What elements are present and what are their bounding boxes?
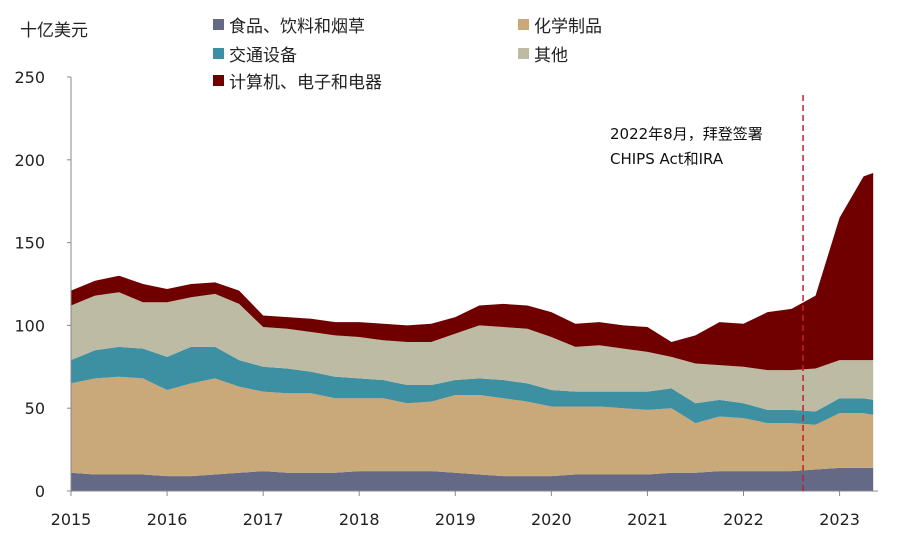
stacked-areas — [71, 173, 874, 491]
legend-swatch-computers — [213, 75, 224, 86]
y-tick-label: 200 — [14, 151, 45, 170]
legend-item-other: 其他 — [518, 41, 568, 66]
area-series-0 — [71, 467, 874, 491]
x-tick-label: 2021 — [627, 510, 668, 529]
legend-item-food: 食品、饮料和烟草 — [213, 12, 365, 37]
x-tick-label: 2023 — [819, 510, 860, 529]
y-tick-label: 250 — [14, 68, 45, 87]
legend-item-chemicals: 化学制品 — [518, 12, 602, 37]
legend-swatch-transport — [213, 48, 224, 59]
area-series-2 — [71, 346, 874, 425]
area-series-4 — [71, 173, 874, 371]
legend-label-computers: 计算机、电子和电器 — [229, 73, 382, 93]
x-tick-label: 2022 — [723, 510, 764, 529]
annotation-text: 2022年8月，拜登签署 CHIPS Act和IRA — [610, 122, 763, 172]
area-series-1 — [71, 376, 874, 477]
x-axis-ticks: 2015 2016 2017 2018 2019 2020 2021 2022 2023 — [51, 491, 860, 529]
y-axis-unit-label: 十亿美元 — [20, 21, 88, 41]
y-tick-label: 0 — [35, 482, 45, 501]
legend-swatch-food — [213, 19, 224, 30]
x-tick-label: 2019 — [435, 510, 476, 529]
legend-label-transport: 交通设备 — [229, 46, 297, 66]
y-tick-label: 100 — [14, 316, 45, 335]
legend-swatch-chemicals — [518, 19, 529, 30]
legend-label-chemicals: 化学制品 — [534, 17, 602, 37]
area-series-3 — [71, 292, 874, 412]
x-tick-label: 2020 — [531, 510, 572, 529]
y-tick-label: 50 — [25, 399, 45, 418]
x-tick-label: 2016 — [147, 510, 188, 529]
y-tick-label: 150 — [14, 234, 45, 253]
legend-item-computers: 计算机、电子和电器 — [213, 68, 382, 93]
annotation-line-1: 2022年8月，拜登签署 — [610, 125, 763, 143]
x-tick-label: 2015 — [51, 510, 92, 529]
legend-label-other: 其他 — [534, 46, 568, 66]
x-tick-label: 2018 — [339, 510, 380, 529]
x-tick-label: 2017 — [243, 510, 284, 529]
legend-label-food: 食品、饮料和烟草 — [229, 17, 365, 37]
legend-item-transport: 交通设备 — [213, 41, 297, 66]
y-axis-ticks: 0 50 100 150 200 250 — [14, 68, 71, 501]
legend-swatch-other — [518, 48, 529, 59]
annotation-line-2: CHIPS Act和IRA — [610, 150, 724, 168]
